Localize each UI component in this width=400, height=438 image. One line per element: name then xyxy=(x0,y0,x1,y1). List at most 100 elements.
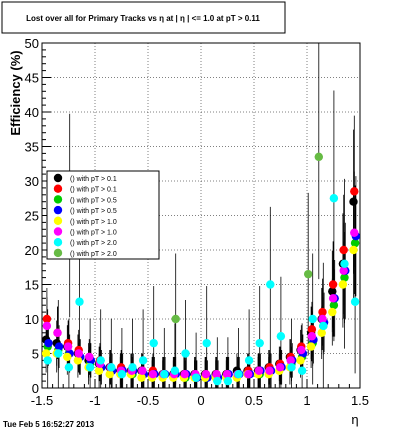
chart-title: Lost over all for Primary Tracks vs η at… xyxy=(26,14,260,23)
data-point xyxy=(304,269,313,279)
data-point xyxy=(339,266,348,275)
legend-marker xyxy=(53,216,63,225)
data-point xyxy=(328,294,338,303)
y-tick-label: 15 xyxy=(25,278,39,293)
data-point xyxy=(254,366,264,375)
x-tick-label: 1.5 xyxy=(351,393,369,408)
y-tick-label: 45 xyxy=(25,71,39,86)
data-point xyxy=(222,370,232,379)
legend-label: () with pT > 1.0 xyxy=(70,230,117,237)
data-point xyxy=(338,280,348,289)
data-point xyxy=(170,366,180,375)
legend-label: () with pT > 2.0 xyxy=(70,240,117,247)
data-point xyxy=(191,373,201,382)
axes: -1.5 -1 -0.5 0 0.5 1 1.5 0 5 10 15 20 25 30 35 40 45 50 xyxy=(25,36,370,408)
data-point xyxy=(128,363,137,372)
data-point xyxy=(42,314,52,324)
data-point xyxy=(307,332,317,341)
legend-label: () with pT > 0.5 xyxy=(70,197,117,204)
data-point xyxy=(212,370,221,379)
data-point xyxy=(73,356,83,365)
data-point xyxy=(339,245,348,255)
data-point xyxy=(63,342,73,351)
y-tick-label: 35 xyxy=(25,140,39,155)
data-point xyxy=(244,356,254,365)
y-tick-label: 5 xyxy=(32,347,39,362)
data-point xyxy=(349,197,358,206)
data-point xyxy=(307,325,317,334)
data-point xyxy=(213,376,222,386)
legend-marker xyxy=(53,227,63,236)
legend: () with pT > 0.1 () with pT > 0.1 () with … xyxy=(46,170,160,260)
data-point xyxy=(287,363,296,372)
data-point xyxy=(181,349,190,358)
legend-marker xyxy=(53,238,63,247)
data-point xyxy=(75,297,84,306)
data-point xyxy=(54,349,63,358)
data-point xyxy=(149,338,158,348)
data-point xyxy=(42,321,52,331)
data-point xyxy=(105,370,114,379)
data-point xyxy=(297,345,306,355)
data-point xyxy=(308,314,317,324)
legend-box xyxy=(46,170,160,260)
data-point xyxy=(314,152,323,162)
data-point xyxy=(340,273,349,282)
data-point xyxy=(138,356,148,365)
y-tick-label: 25 xyxy=(25,209,39,224)
data-point xyxy=(318,314,327,324)
data-point xyxy=(234,370,243,379)
timestamp: Tue Feb 5 16:52:27 2013 xyxy=(3,420,95,429)
data-point xyxy=(350,297,360,306)
data-point xyxy=(255,338,264,348)
legend-marker xyxy=(53,248,63,258)
data-point xyxy=(54,342,64,351)
data-point xyxy=(266,280,275,289)
data-point xyxy=(328,287,337,296)
data-point xyxy=(107,363,116,372)
data-point xyxy=(265,366,274,375)
data-point xyxy=(53,328,62,337)
x-tick-label: 0 xyxy=(197,393,204,408)
legend-label: () with pT > 2.0 xyxy=(70,251,117,258)
y-tick-label: 0 xyxy=(32,381,39,396)
data-point xyxy=(350,228,359,237)
data-point xyxy=(42,349,51,358)
data-point xyxy=(317,328,326,337)
data-point xyxy=(64,363,74,372)
data-point xyxy=(44,338,53,348)
data-point xyxy=(223,376,233,386)
data-point xyxy=(296,356,305,365)
legend-marker xyxy=(53,195,63,204)
data-point xyxy=(329,194,339,203)
data-point xyxy=(201,370,211,379)
data-point xyxy=(244,370,253,379)
data-point xyxy=(117,370,127,379)
data-point xyxy=(319,321,328,331)
data-point xyxy=(306,342,316,351)
data-point xyxy=(180,370,189,379)
legend-label: () with pT > 1.0 xyxy=(70,219,117,226)
data-point xyxy=(328,307,337,317)
data-point xyxy=(94,366,104,375)
data-point xyxy=(340,259,349,268)
legend-label: () with pT > 0.5 xyxy=(70,208,117,215)
data-point xyxy=(329,301,339,310)
data-point xyxy=(286,356,295,365)
legend-label: () with pT > 0.1 xyxy=(70,187,117,194)
data-point xyxy=(276,332,286,341)
y-tick-label: 20 xyxy=(25,243,39,258)
x-tick-label: 0.5 xyxy=(245,393,263,408)
data-point xyxy=(148,370,158,379)
x-tick-label: -0.5 xyxy=(137,393,159,408)
data-point xyxy=(318,307,327,317)
data-point xyxy=(96,356,105,365)
y-axis-label: Efficiency (%) xyxy=(8,50,23,135)
data-point xyxy=(74,349,83,358)
y-tick-label: 50 xyxy=(25,36,39,51)
data-point xyxy=(328,280,338,289)
y-tick-label: 40 xyxy=(25,105,39,120)
data-point xyxy=(350,238,360,248)
